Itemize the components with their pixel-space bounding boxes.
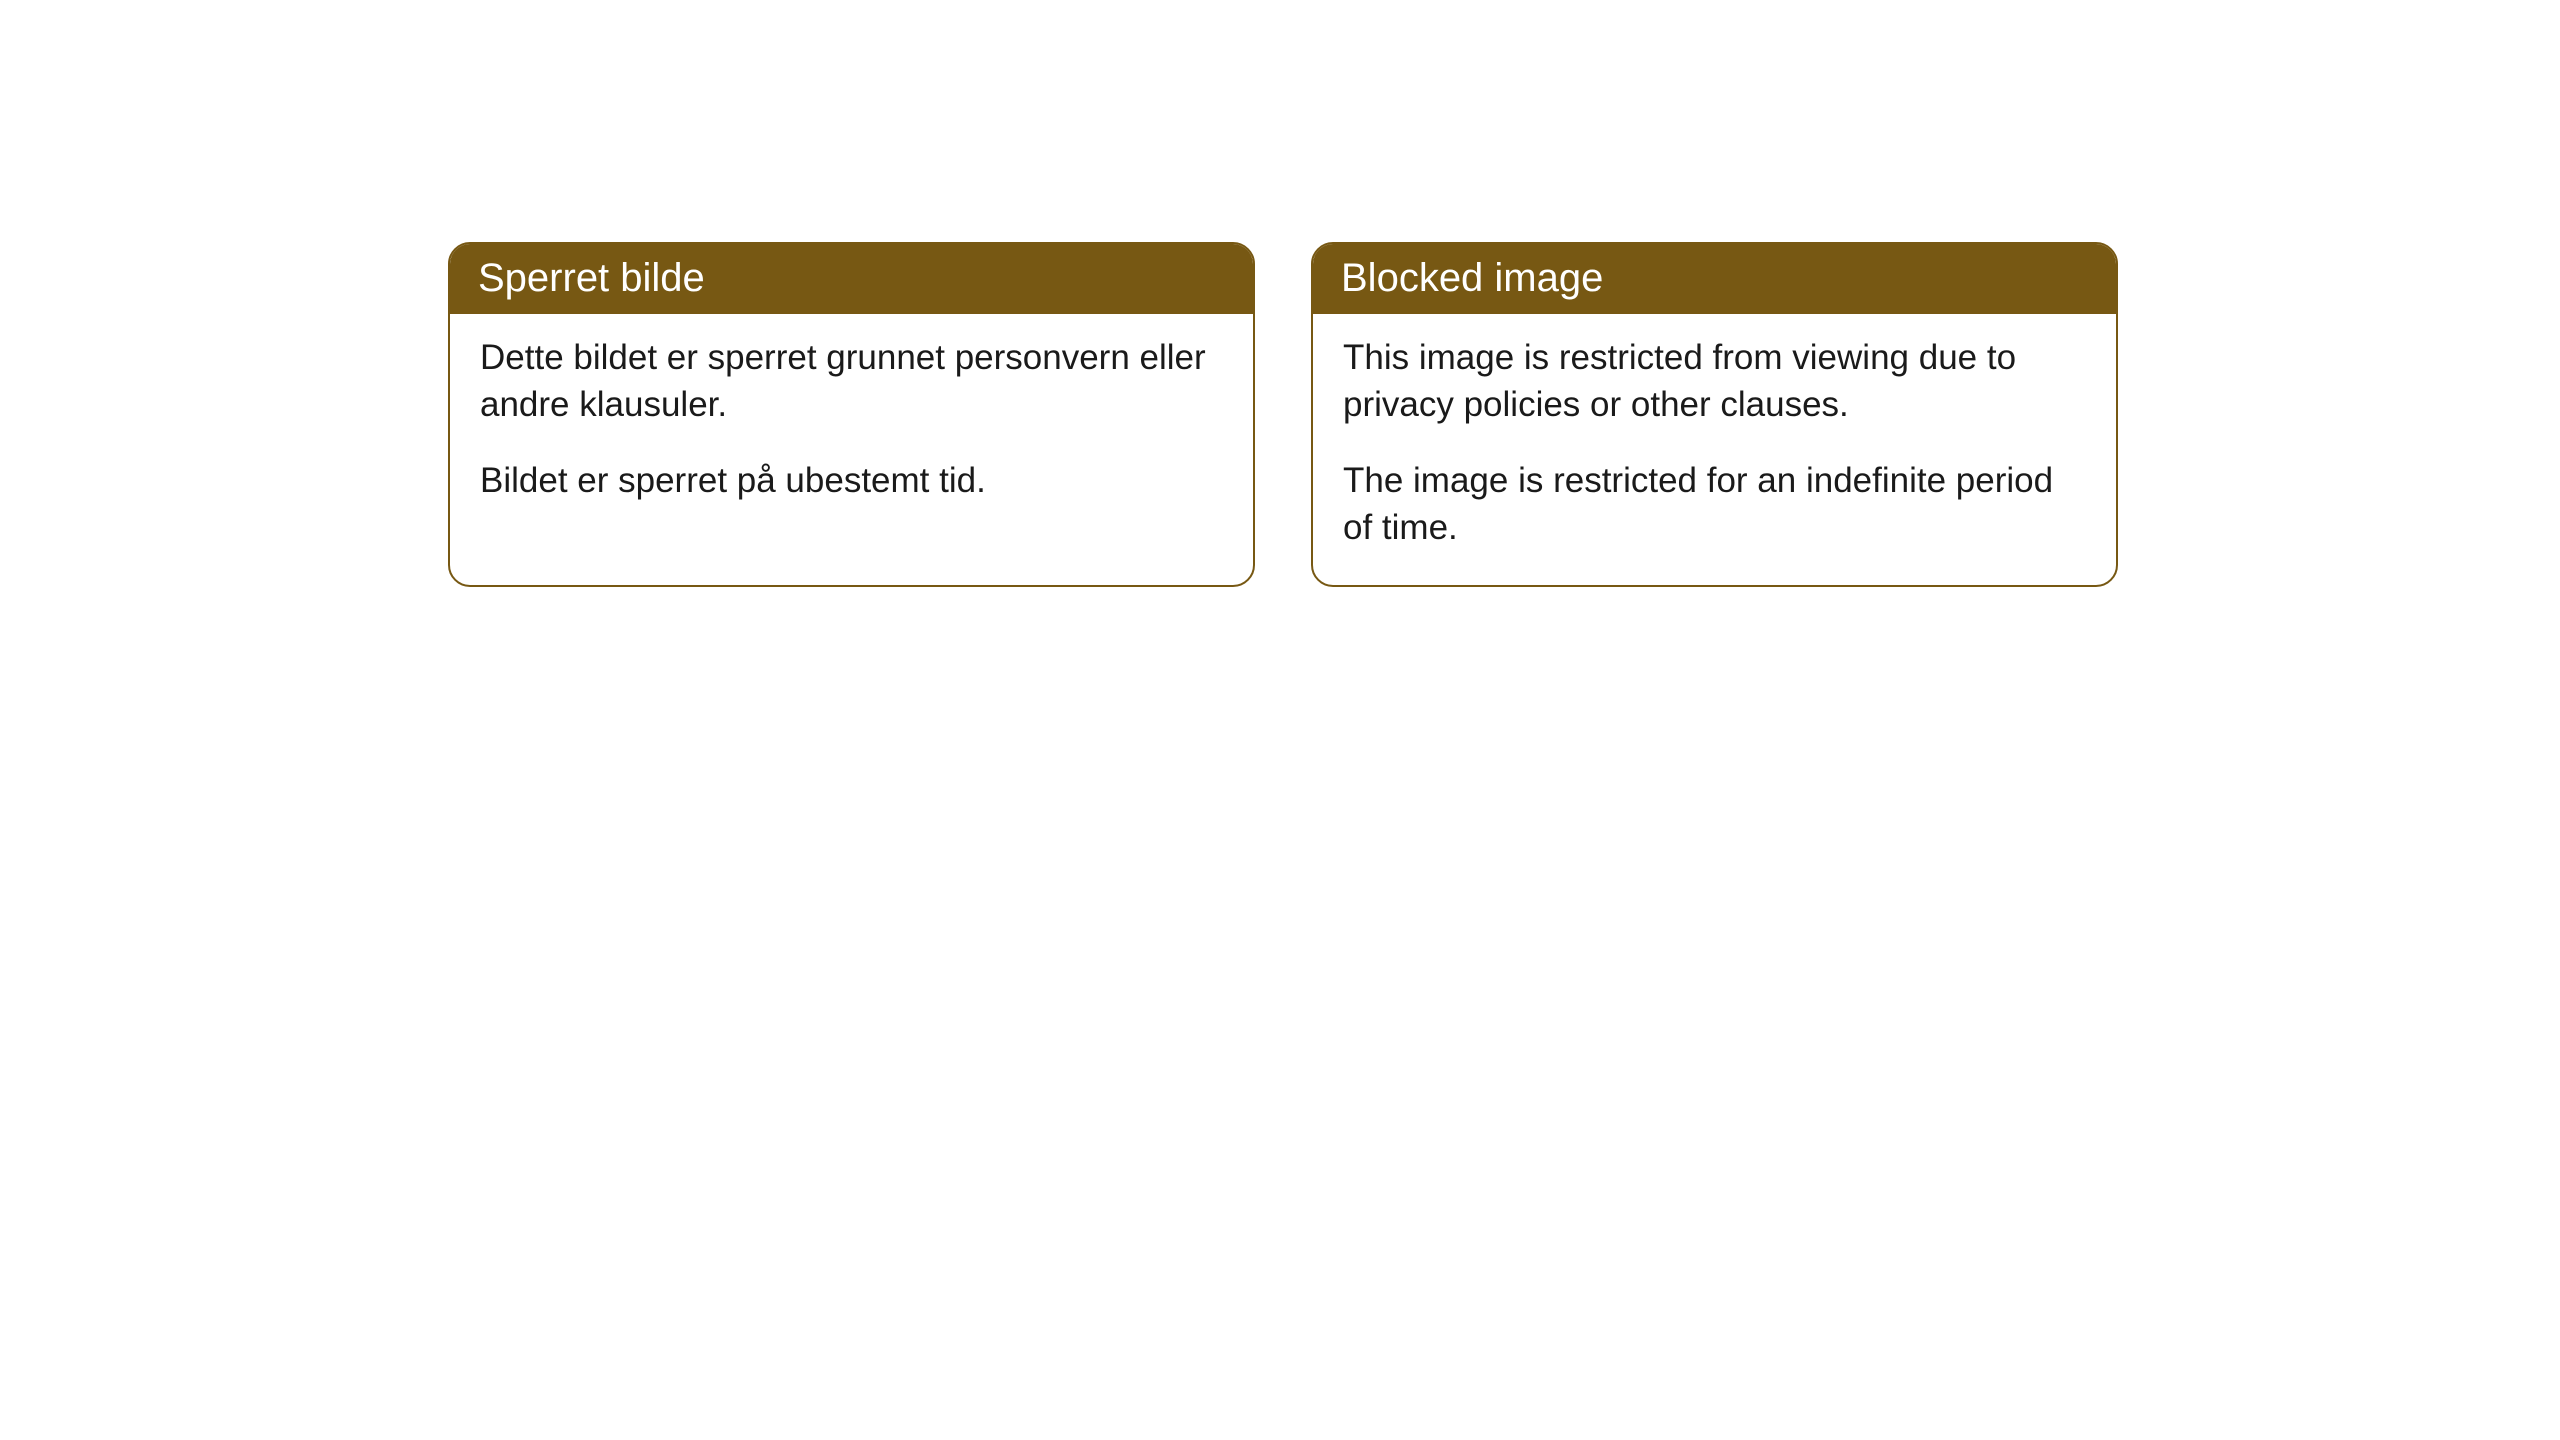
blocked-image-card-en: Blocked image This image is restricted f…: [1311, 242, 2118, 587]
notice-cards-container: Sperret bilde Dette bildet er sperret gr…: [448, 242, 2118, 587]
card-paragraph-no-1: Dette bildet er sperret grunnet personve…: [480, 334, 1223, 429]
card-paragraph-en-2: The image is restricted for an indefinit…: [1343, 457, 2086, 552]
card-body-en: This image is restricted from viewing du…: [1313, 314, 2116, 585]
card-title-no: Sperret bilde: [450, 244, 1253, 314]
card-paragraph-no-2: Bildet er sperret på ubestemt tid.: [480, 457, 1223, 504]
card-paragraph-en-1: This image is restricted from viewing du…: [1343, 334, 2086, 429]
blocked-image-card-no: Sperret bilde Dette bildet er sperret gr…: [448, 242, 1255, 587]
card-title-en: Blocked image: [1313, 244, 2116, 314]
card-body-no: Dette bildet er sperret grunnet personve…: [450, 314, 1253, 538]
